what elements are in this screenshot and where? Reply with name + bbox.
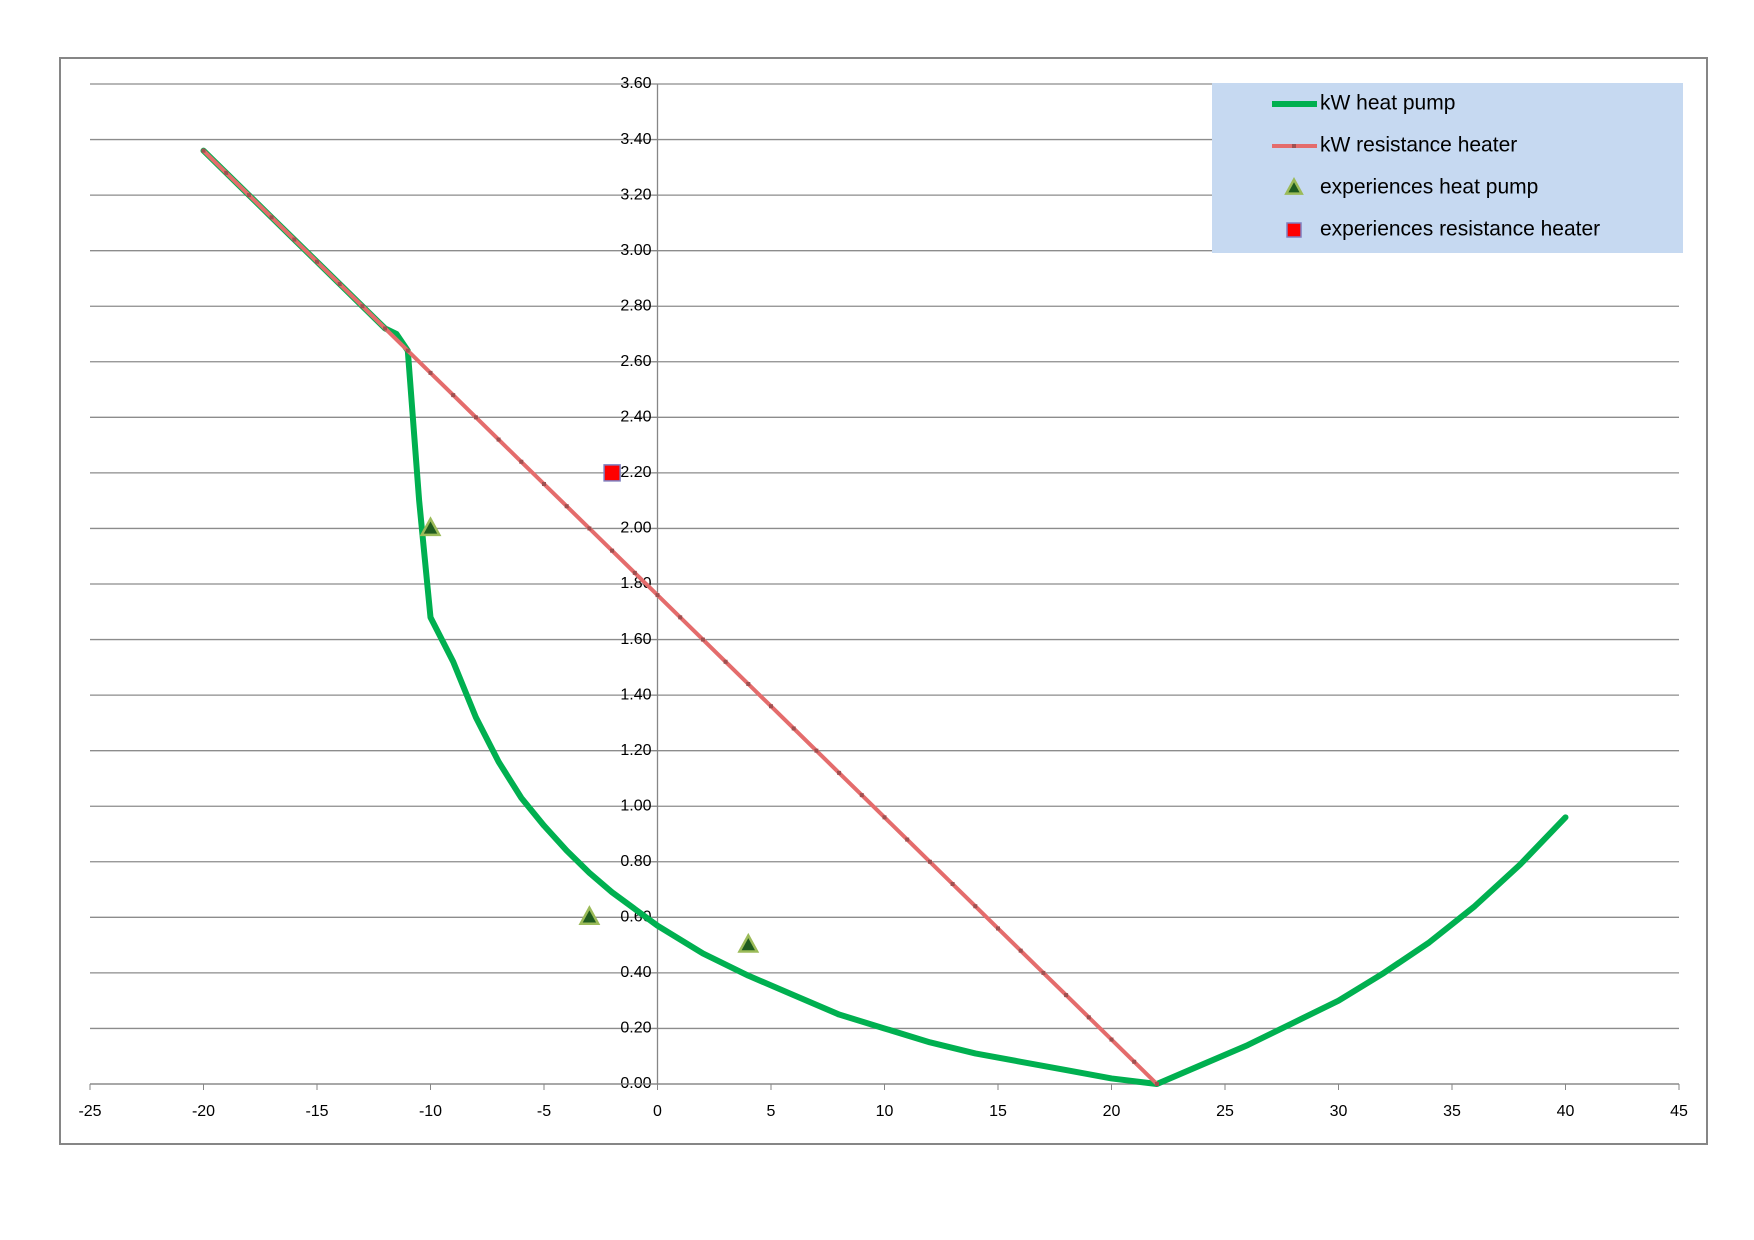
data-point [737, 932, 760, 953]
x-tick-label: 25 [1216, 1103, 1234, 1120]
data-point [1086, 1015, 1091, 1020]
data-point [496, 437, 501, 442]
legend-label: experiences resistance heater [1320, 218, 1600, 241]
data-point [837, 770, 842, 775]
data-point [405, 348, 410, 353]
y-tick-label: 2.40 [620, 409, 651, 426]
data-point [1064, 993, 1069, 998]
y-tick-label: 3.20 [620, 186, 651, 203]
y-tick-label: 3.60 [620, 75, 651, 92]
data-point [603, 464, 621, 482]
data-point [451, 393, 456, 398]
y-tick-label: 2.00 [620, 520, 651, 537]
data-point [360, 304, 365, 309]
data-point [700, 637, 705, 642]
x-tick-label: -10 [419, 1103, 442, 1120]
x-tick-label: 35 [1443, 1103, 1461, 1120]
data-point [201, 148, 206, 153]
data-point [578, 905, 601, 925]
y-tick-label: 0.80 [620, 853, 651, 870]
x-tick-label: 10 [876, 1103, 894, 1120]
data-point [950, 882, 955, 886]
data-point [1109, 1037, 1114, 1042]
data-point [859, 793, 864, 798]
data-point [224, 170, 229, 175]
y-tick-label: 0.40 [620, 964, 651, 981]
data-point [542, 482, 546, 486]
data-point [678, 615, 683, 620]
y-tick-label: 2.80 [620, 297, 651, 314]
y-tick-label: 2.60 [620, 353, 651, 370]
legend-label: kW heat pump [1320, 92, 1455, 115]
x-tick-label: -25 [78, 1103, 101, 1120]
y-tick-label: 1.60 [620, 631, 651, 648]
legend-marker [1292, 144, 1296, 148]
data-point [1154, 1082, 1159, 1086]
data-point [383, 326, 388, 331]
data-point [996, 926, 1000, 931]
y-tick-label: 1.20 [620, 742, 651, 759]
x-tick-label: 5 [767, 1103, 776, 1120]
y-tick-label: 2.20 [620, 464, 651, 481]
data-point [746, 682, 751, 686]
x-tick-label: 45 [1670, 1103, 1688, 1120]
data-point [632, 570, 637, 575]
y-tick-label: 1.40 [620, 686, 651, 703]
x-tick-label: 20 [1103, 1103, 1121, 1120]
x-tick-label: 40 [1557, 1103, 1575, 1120]
data-point [419, 516, 442, 537]
data-point [337, 282, 342, 286]
data-point [587, 526, 592, 531]
data-point [791, 726, 796, 731]
data-point [519, 459, 524, 464]
x-tick-label: 15 [989, 1103, 1007, 1120]
y-tick-label: 0.20 [620, 1020, 651, 1037]
data-point [905, 837, 910, 842]
data-point [814, 748, 819, 753]
legend-marker [1284, 177, 1304, 195]
data-point [292, 237, 297, 242]
data-point [564, 504, 569, 509]
x-tick-label: 0 [653, 1103, 662, 1120]
x-tick-label: -20 [192, 1103, 215, 1120]
data-point [882, 815, 887, 820]
data-point [315, 259, 319, 264]
data-point [246, 193, 251, 198]
data-point [269, 215, 274, 220]
data-point [1018, 948, 1023, 953]
y-tick-label: 3.40 [620, 131, 651, 148]
data-point [723, 659, 728, 664]
data-point [655, 593, 660, 598]
data-point [769, 704, 773, 709]
legend-label: kW resistance heater [1320, 134, 1517, 157]
data-point [428, 370, 433, 375]
data-point [927, 859, 932, 864]
data-point [610, 548, 615, 553]
x-tick-label: -5 [537, 1103, 551, 1120]
legend-marker [1286, 222, 1302, 238]
data-point [1132, 1059, 1137, 1064]
data-point [473, 415, 478, 420]
data-point [1041, 970, 1046, 975]
x-tick-label: 30 [1330, 1103, 1348, 1120]
y-tick-label: 1.00 [620, 797, 651, 814]
data-point [973, 904, 978, 909]
y-tick-label: 3.00 [620, 242, 651, 259]
x-tick-label: -15 [305, 1103, 328, 1120]
legend-label: experiences heat pump [1320, 176, 1538, 199]
